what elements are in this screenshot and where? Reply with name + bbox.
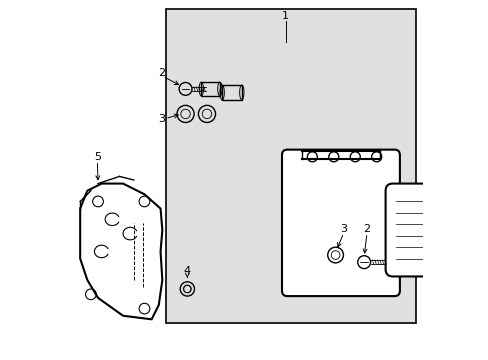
Text: 2: 2: [363, 224, 370, 234]
Text: 5: 5: [94, 152, 101, 162]
Bar: [222, 85, 242, 100]
Text: 3: 3: [158, 113, 165, 123]
FancyBboxPatch shape: [165, 9, 415, 323]
Text: 4: 4: [183, 266, 190, 276]
Bar: [201, 82, 220, 96]
FancyBboxPatch shape: [385, 184, 438, 276]
FancyBboxPatch shape: [427, 266, 440, 287]
FancyBboxPatch shape: [427, 158, 440, 180]
Text: 2: 2: [158, 68, 165, 78]
Text: 3: 3: [340, 224, 346, 234]
FancyBboxPatch shape: [282, 150, 399, 296]
Text: 1: 1: [282, 12, 288, 21]
